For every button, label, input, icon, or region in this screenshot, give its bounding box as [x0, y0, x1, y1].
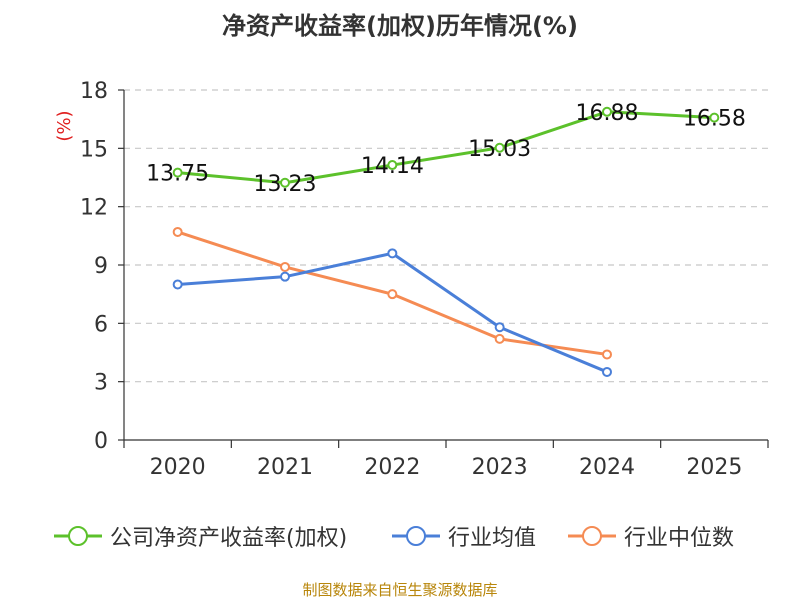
x-tick-label: 2021	[257, 455, 313, 480]
data-point	[602, 366, 612, 377]
series-layer	[172, 106, 720, 377]
data-labels: 13.75 13.23 14.14 15.03 16.88 16.58	[146, 101, 746, 197]
data-point	[280, 261, 290, 272]
legend-label-industry-median: 行业中位数	[624, 526, 735, 551]
y-tick-label: 3	[94, 371, 108, 396]
data-point	[172, 167, 183, 178]
series-line	[177, 110, 715, 185]
data-point	[172, 226, 183, 237]
legend-label-industry-mean: 行业均值	[448, 526, 537, 551]
data-label: 16.58	[683, 107, 746, 132]
data-point	[494, 142, 505, 153]
data-label: 16.88	[576, 101, 639, 126]
legend-item-company[interactable]: 公司净资产收益率(加权)	[54, 521, 347, 551]
y-tick-label: 9	[94, 254, 108, 279]
data-point	[280, 177, 290, 188]
legend-swatch-industry-mean	[392, 526, 440, 546]
series-line	[177, 251, 608, 374]
x-tick-label: 2025	[686, 455, 742, 480]
y-tick-label: 18	[80, 79, 108, 104]
source-note: 制图数据来自恒生聚源数据库	[302, 581, 498, 599]
y-tick-label: 0	[94, 429, 108, 454]
y-tick-label: 6	[94, 312, 108, 337]
data-label: 13.23	[254, 172, 317, 197]
data-label: 13.75	[146, 162, 209, 187]
y-tick-label: 15	[80, 137, 108, 162]
x-tick-label: 2023	[472, 455, 528, 480]
data-label: 15.03	[468, 137, 531, 162]
data-point	[602, 106, 612, 117]
data-point	[387, 289, 398, 300]
data-point	[387, 160, 398, 171]
legend-swatch-company	[54, 526, 102, 546]
x-tick-label: 2020	[150, 455, 206, 480]
grid-lines	[124, 89, 768, 383]
data-point	[494, 333, 505, 344]
data-label: 14.14	[361, 154, 424, 179]
legend-item-industry-median[interactable]: 行业中位数	[568, 521, 734, 551]
legend-item-industry-mean[interactable]: 行业均值	[392, 521, 536, 551]
data-point	[709, 112, 720, 123]
y-axis-label: (%)	[54, 110, 75, 141]
data-point	[172, 279, 183, 290]
axes: 0 3 6 9 12 15 18 2020 2021 2022 2023 2024 2025 (%)	[54, 79, 769, 480]
x-tick-label: 2022	[364, 455, 420, 480]
legend-swatch-industry-median	[568, 526, 616, 546]
x-tick-label: 2024	[579, 455, 635, 480]
data-point	[387, 248, 398, 259]
data-point	[280, 271, 290, 282]
data-point	[602, 349, 612, 360]
legend-label-company: 公司净资产收益率(加权)	[110, 526, 348, 551]
y-tick-label: 12	[80, 196, 108, 221]
chart-title: 净资产收益率(加权)历年情况(%)	[222, 12, 578, 40]
data-point	[494, 322, 505, 333]
